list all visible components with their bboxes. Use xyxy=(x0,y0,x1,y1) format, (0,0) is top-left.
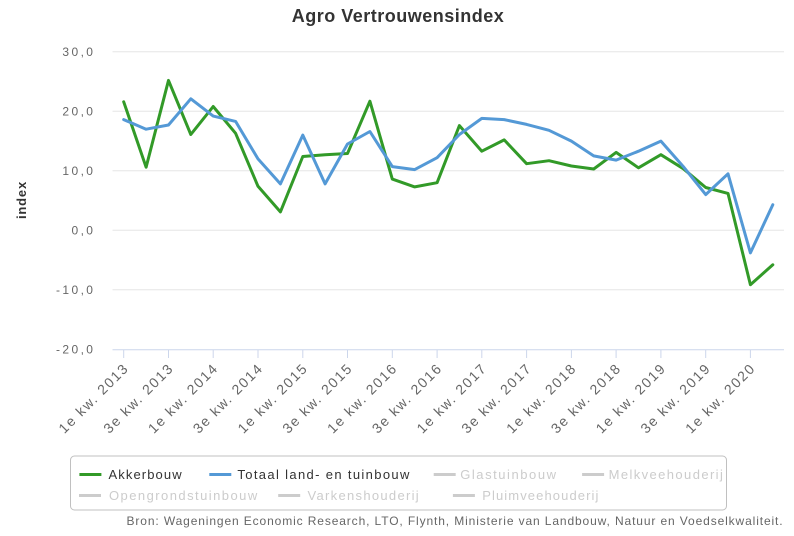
svg-text:Opengrondstuinbouw: Opengrondstuinbouw xyxy=(109,488,259,503)
svg-text:Bron: Wageningen Economic Rese: Bron: Wageningen Economic Research, LTO,… xyxy=(127,514,784,528)
svg-text:Glastuinbouw: Glastuinbouw xyxy=(460,467,557,482)
svg-text:-10,0: -10,0 xyxy=(56,283,95,297)
svg-text:Agro Vertrouwensindex: Agro Vertrouwensindex xyxy=(292,6,505,26)
svg-text:20,0: 20,0 xyxy=(62,105,95,119)
svg-text:0,0: 0,0 xyxy=(72,224,96,238)
svg-text:30,0: 30,0 xyxy=(62,45,95,59)
svg-text:Akkerbouw: Akkerbouw xyxy=(109,467,183,482)
svg-text:10,0: 10,0 xyxy=(62,164,95,178)
svg-text:Melkveehouderij: Melkveehouderij xyxy=(609,467,725,482)
svg-text:Totaal land- en tuinbouw: Totaal land- en tuinbouw xyxy=(237,467,410,482)
svg-text:-20,0: -20,0 xyxy=(56,343,95,357)
svg-text:Varkenshouderij: Varkenshouderij xyxy=(308,488,420,503)
svg-text:index: index xyxy=(14,181,29,219)
svg-text:Pluimveehouderij: Pluimveehouderij xyxy=(482,488,599,503)
